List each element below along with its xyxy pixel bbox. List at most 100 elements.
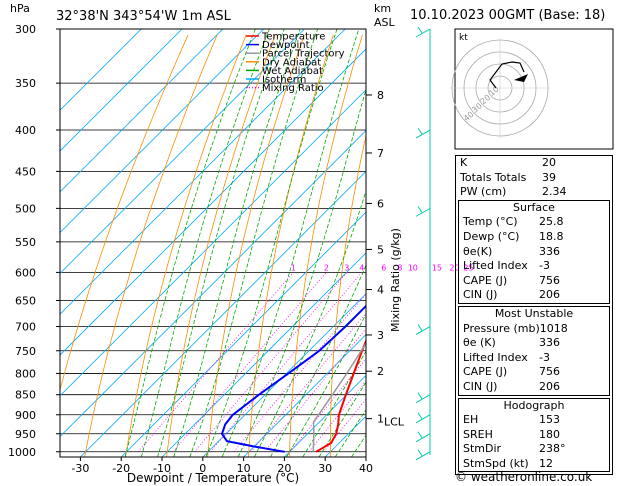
wet-adiabat xyxy=(318,381,366,457)
table-row: Lifted Index -3 xyxy=(459,259,609,274)
mixing-ratio-axis-label: Mixing Ratio (g/kg) xyxy=(389,228,402,332)
row-value: 12 xyxy=(539,456,553,470)
pressure-tick-label: 750 xyxy=(15,345,36,358)
dry-adiabat xyxy=(409,35,450,457)
pressure-tick-label: 500 xyxy=(15,202,36,215)
table-row: StmDir 238° xyxy=(459,442,609,457)
isotherm xyxy=(161,252,366,457)
mixing-ratio-label: 25 xyxy=(463,263,473,272)
isotherm xyxy=(60,29,305,274)
height-unit-asl: ASL xyxy=(374,16,396,29)
x-tick-label: -30 xyxy=(71,462,89,475)
row-value: 20 xyxy=(542,156,556,169)
row-label: Pressure (mb) xyxy=(463,321,540,335)
pressure-tick-label: 600 xyxy=(15,266,36,279)
wet-adiabat xyxy=(237,88,366,457)
x-tick-label: -20 xyxy=(112,462,130,475)
row-value: 39 xyxy=(542,170,556,184)
row-label: θe(K) xyxy=(463,244,493,258)
legend-entry: Dry Adiabat xyxy=(262,57,321,68)
dry-adiabat xyxy=(60,34,189,392)
pressure-tick-label: 1000 xyxy=(8,446,36,459)
x-tick-label: 0 xyxy=(199,462,206,475)
height-tick-label: 5 xyxy=(377,243,384,256)
wind-barb xyxy=(415,26,431,38)
dry-adiabat xyxy=(289,34,363,457)
row-value: 336 xyxy=(539,336,560,350)
table-row: Dewp (°C) 18.8 xyxy=(459,230,609,245)
mixing-ratio-label: 2 xyxy=(324,263,329,272)
table-row: θe (K) 336 xyxy=(459,336,609,351)
wet-adiabat xyxy=(124,29,256,457)
pressure-tick-label: 850 xyxy=(15,389,36,402)
wind-barb xyxy=(415,127,431,139)
row-value: 180 xyxy=(539,427,560,441)
lcl-label: LCL xyxy=(384,416,405,429)
wind-barb xyxy=(415,392,431,404)
temperature-line xyxy=(315,338,366,453)
wet-adiabat xyxy=(270,264,366,457)
x-tick-label: -10 xyxy=(153,462,171,475)
wind-barb xyxy=(415,324,431,335)
pressure-tick-label: 550 xyxy=(15,236,36,249)
table-row: θe(K) 336 xyxy=(459,245,609,260)
footer-credit: © weatheronline.co.uk xyxy=(455,470,593,484)
wind-barb xyxy=(415,412,431,424)
row-label: CIN (J) xyxy=(463,379,498,393)
pressure-tick-label: 650 xyxy=(15,295,36,308)
row-value: 18.8 xyxy=(539,229,564,243)
row-label: CIN (J) xyxy=(463,288,498,302)
mixing-ratio-label: 1 xyxy=(291,263,296,272)
legend-entry: Parcel Trajectory xyxy=(262,49,345,60)
plot-frame xyxy=(59,28,367,458)
most-unstable-title: Most Unstable xyxy=(494,306,574,320)
row-label: CAPE (J) xyxy=(463,273,508,287)
mixing-ratio-label: 6 xyxy=(381,263,386,272)
row-value: -3 xyxy=(539,350,550,364)
mixing-ratio-label: 20 xyxy=(449,263,459,272)
legend-entry: Temperature xyxy=(261,32,325,43)
height-tick-label: 1 xyxy=(377,413,384,426)
hodograph-trace xyxy=(489,61,525,89)
mixing-ratio-labels: 1 2 3 4 6 8 10 15 20 25 xyxy=(291,263,474,272)
wet-adiabat xyxy=(286,313,366,457)
indices-table: K 20 Totals Totals 39 PW (cm) 2.34 Surface Te… xyxy=(455,155,613,476)
height-tick-label: 3 xyxy=(377,329,384,342)
row-value: 336 xyxy=(539,244,560,258)
row-value: 756 xyxy=(539,273,560,287)
row-label: StmDir xyxy=(463,442,502,456)
table-row: Lifted Index -3 xyxy=(459,351,609,366)
mixing-ratio-line xyxy=(233,293,366,453)
x-axis-label: Dewpoint / Temperature (°C) xyxy=(127,471,299,485)
row-label: K xyxy=(460,156,468,169)
surface-title: Surface xyxy=(513,200,555,214)
isotherm xyxy=(60,29,224,193)
x-tick-label: 20 xyxy=(277,462,291,475)
legend-entry: Mixing Ratio xyxy=(262,83,324,94)
row-label: StmSpd (kt) xyxy=(463,456,529,470)
datetime-title: 10.10.2023 00GMT (Base: 18) xyxy=(410,8,606,23)
isotherm xyxy=(60,29,142,111)
wind-profile xyxy=(415,26,431,461)
table-row: CAPE (J) 756 xyxy=(459,274,609,289)
row-value: 756 xyxy=(539,365,560,379)
row-label: Totals Totals xyxy=(460,170,527,184)
x-tick-label: 30 xyxy=(318,462,332,475)
isotherm xyxy=(80,170,366,457)
row-value: 206 xyxy=(539,288,560,302)
storm-motion-arrow xyxy=(514,74,528,82)
row-value: 206 xyxy=(539,379,560,393)
isotherm xyxy=(202,293,366,457)
row-value: -3 xyxy=(539,259,550,273)
isotherm xyxy=(60,29,183,152)
wet-adiabat xyxy=(302,350,366,457)
table-row: Totals Totals 39 xyxy=(456,171,612,186)
height-tick-label: 2 xyxy=(377,365,384,378)
wet-adiabat xyxy=(253,189,366,457)
wind-barb xyxy=(415,431,431,443)
hodograph-title: Hodograph xyxy=(503,398,565,412)
isotherm xyxy=(243,334,366,457)
wet-adiabat xyxy=(189,29,319,457)
isotherm xyxy=(60,89,366,397)
